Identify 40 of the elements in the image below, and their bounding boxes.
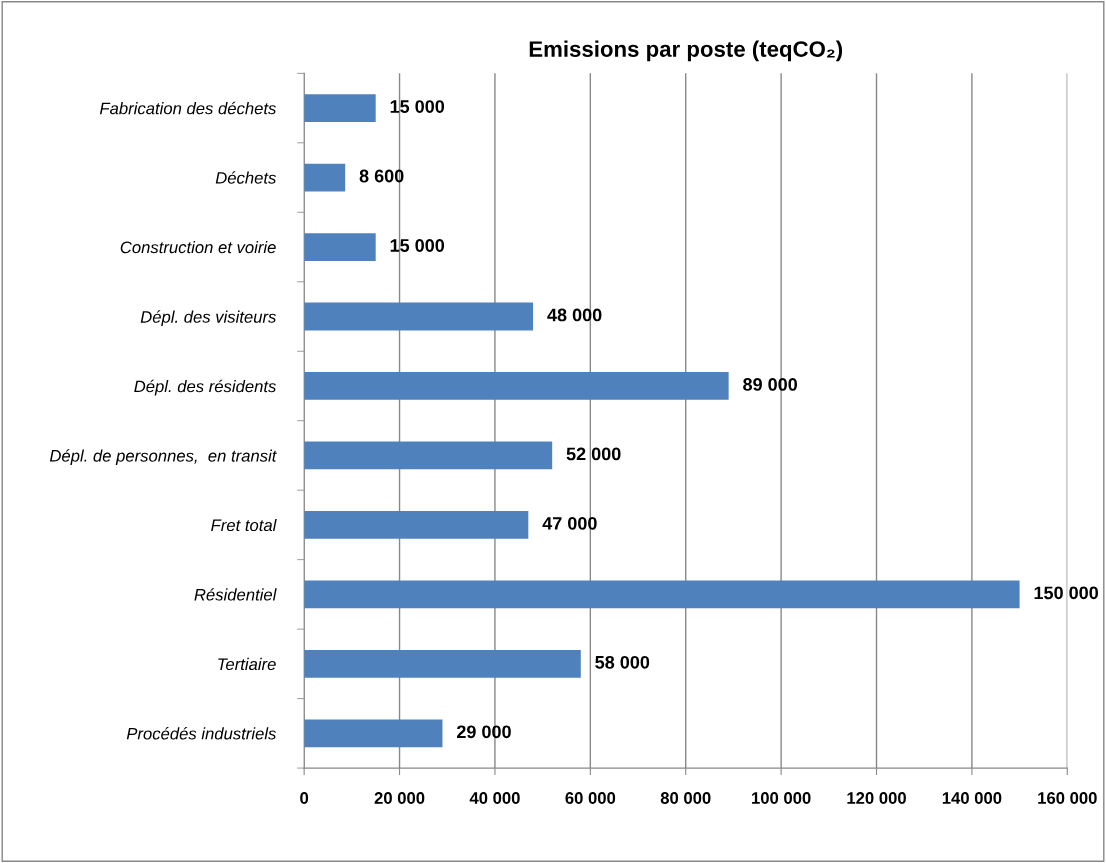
x-tick-label: 100 000: [752, 792, 811, 804]
y-tick-label: Fabrication des déchets: [99, 101, 277, 115]
bar: [304, 719, 443, 748]
data-label: 15 000: [390, 100, 445, 113]
data-label: 29 000: [456, 725, 511, 739]
data-label: 89 000: [743, 378, 798, 391]
data-label: 150 000: [1034, 586, 1099, 600]
bar: [304, 372, 729, 400]
y-tick-label: Dépl. de personnes, en transit: [49, 449, 277, 466]
y-tick-label: Fret total: [211, 518, 277, 532]
x-tick-label: 140 000: [942, 792, 1002, 804]
bar: [304, 233, 376, 261]
data-label: 52 000: [566, 447, 621, 461]
data-label: 58 000: [595, 655, 650, 669]
data-label: 8 600: [359, 169, 404, 183]
x-tick-label: 120 000: [847, 792, 906, 804]
x-tick-label: 60 000: [565, 792, 616, 804]
bar: [304, 302, 534, 331]
bar: [304, 94, 376, 122]
x-tick-label: 20 000: [374, 792, 425, 804]
y-tick-label: Tertiaire: [218, 657, 276, 671]
y-tick-label: Déchets: [215, 171, 277, 184]
data-label: 48 000: [547, 308, 602, 322]
x-tick-label: 0: [300, 792, 309, 804]
data-label: 15 000: [390, 239, 445, 252]
bar: [304, 441, 553, 470]
y-tick-label: Procédés industriels: [126, 727, 277, 740]
x-tick-label: 40 000: [469, 792, 520, 804]
chart-title: Emissions par poste (teqCO₂): [529, 40, 843, 62]
bar: [304, 649, 581, 678]
y-tick-label: Dépl. des résidents: [134, 379, 277, 396]
bar: [304, 580, 1020, 609]
y-tick-label: Construction et voirie: [120, 240, 276, 254]
data-label: 47 000: [542, 516, 597, 530]
bar: [304, 511, 529, 539]
x-tick-label: 160 000: [1038, 792, 1097, 804]
bar: [304, 163, 346, 192]
y-tick-label: Résidentiel: [194, 588, 277, 601]
y-tick-label: Dépl. des visiteurs: [140, 310, 277, 327]
x-tick-label: 80 000: [660, 792, 711, 804]
